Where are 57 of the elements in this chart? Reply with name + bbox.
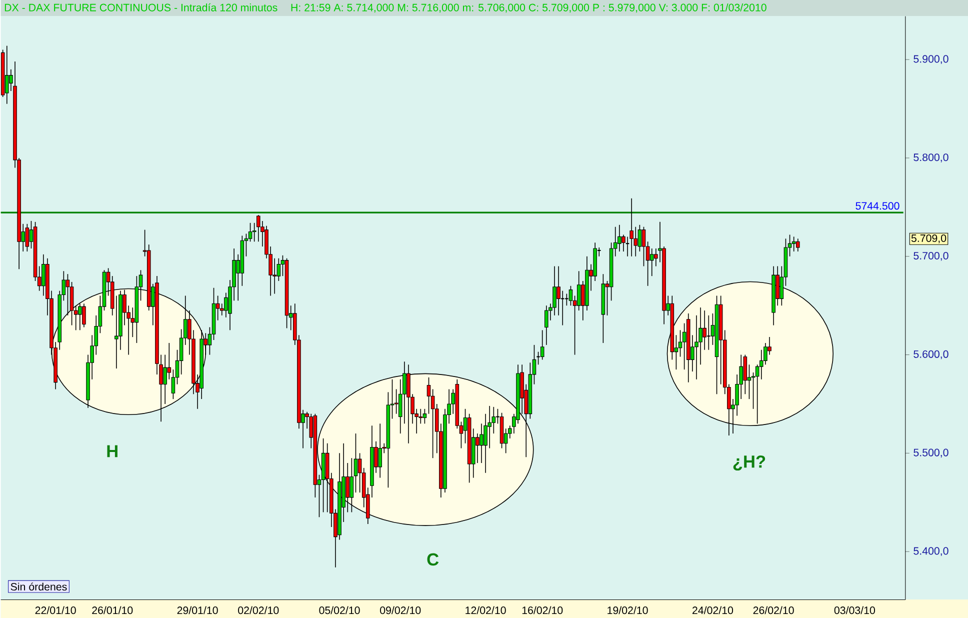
candlestick [354,432,358,493]
y-tick-label: 5.700,0 [914,252,948,261]
candlestick [476,432,480,464]
text: 5.709,0 [911,234,946,244]
x-tick-label: 16/02/10 [522,606,563,614]
annotation: C [427,553,439,566]
candlestick [576,270,581,311]
x-tick-label: 26/02/10 [753,606,794,614]
candlestick [4,45,9,104]
y-tick-label: 5.500,0 [914,448,948,458]
candlestick [702,310,706,350]
candlestick [540,330,544,360]
y-tick-label: 5.900,0 [914,54,948,64]
candlestick [430,388,435,458]
candlestick [568,285,573,306]
candlestick [642,226,646,266]
candlestick [42,254,46,296]
x-tick-label: 26/01/10 [92,606,133,614]
candlestick [480,423,484,464]
candlestick [564,293,569,306]
candlestick [630,198,634,257]
candlestick [618,224,622,252]
candlestick [796,238,800,252]
ref-line-label: 5744.500 [856,202,900,210]
x-tick-label: 09/02/10 [380,606,421,614]
candlestick [378,423,382,478]
candlestick [78,302,82,330]
y-tick-label: 5.800,0 [914,153,948,162]
candlestick [25,223,30,252]
candlestick [678,330,682,357]
annotation: Sin órdenes [10,582,67,590]
x-tick-label: 05/02/10 [319,606,360,614]
x-tick-label: 19/02/10 [608,606,648,614]
x-tick-label: 22/01/10 [35,606,76,614]
candlestick [248,222,252,242]
x-tick-label: 03/03/10 [834,606,876,614]
x-tick-label: 02/02/10 [238,606,279,614]
candlestick [82,302,86,328]
chart-title: DX - DAX FUTURE CONTINUOUS - Intradía 120 minutos [4,3,278,12]
x-tick-label: 12/02/10 [466,606,506,614]
candlestick [346,462,350,512]
candlestick [422,408,427,424]
x-tick-label: 29/01/10 [177,606,218,614]
candlestick [394,388,398,414]
candlestick [650,248,654,276]
candlestick [426,376,431,414]
chart-subtitle: H: 21:59 A: 5.714,000 M: 5.716,000 m: 5.706,000 C: 5.709,000 P : 5.979,000 V: 3.000 F: 01/03/2010 [291,3,766,12]
candlestick [544,304,548,346]
annotation: H [107,445,118,457]
x-tick-label: 24/02/10 [692,606,734,614]
candlestick [682,322,686,370]
annotation: ¿H? [733,455,766,470]
y-tick-label: 5.400,0 [914,546,948,556]
candlestick [792,236,796,252]
y-tick-label: 5.600,0 [914,350,948,359]
candlestick [706,314,711,350]
candlestick [350,457,354,512]
